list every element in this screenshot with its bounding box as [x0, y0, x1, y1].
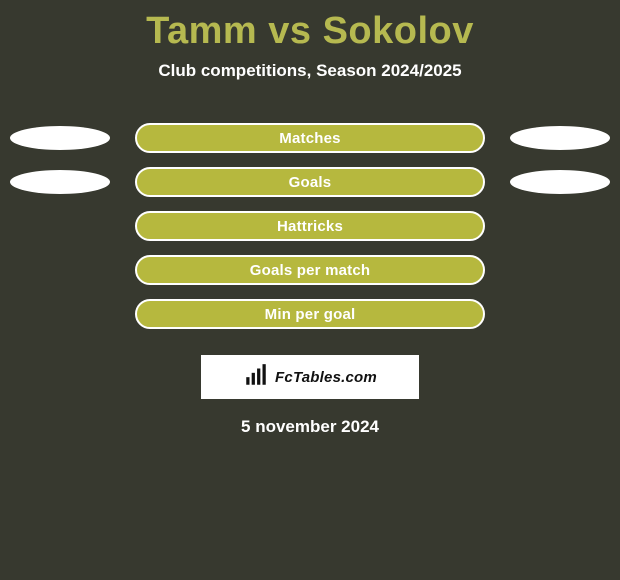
stat-label: Hattricks [277, 218, 343, 235]
stat-label: Goals per match [250, 262, 371, 279]
stat-row: Goals [0, 167, 620, 199]
badge-brand: FcTables.com [275, 369, 377, 386]
stat-row: Goals per match [0, 255, 620, 287]
stat-bar: Goals per match [135, 255, 485, 285]
stat-bar: Matches [135, 123, 485, 153]
stat-label: Matches [279, 130, 340, 147]
left-value-ellipse [10, 170, 110, 194]
stat-row: Matches [0, 123, 620, 155]
stat-label: Min per goal [265, 306, 356, 323]
chart-icon [243, 362, 269, 393]
stat-bar: Goals [135, 167, 485, 197]
stat-label: Goals [289, 174, 332, 191]
stat-rows: Matches Goals Hattricks Goals per match Min … [0, 123, 620, 331]
stat-bar: Hattricks [135, 211, 485, 241]
source-badge[interactable]: FcTables.com [201, 355, 419, 399]
right-value-ellipse [510, 170, 610, 194]
stat-row: Hattricks [0, 211, 620, 243]
right-value-ellipse [510, 126, 610, 150]
stat-row: Min per goal [0, 299, 620, 331]
update-date: 5 november 2024 [0, 417, 620, 437]
stat-bar: Min per goal [135, 299, 485, 329]
page-subtitle: Club competitions, Season 2024/2025 [0, 61, 620, 81]
page-title: Tamm vs Sokolov [0, 0, 620, 53]
left-value-ellipse [10, 126, 110, 150]
